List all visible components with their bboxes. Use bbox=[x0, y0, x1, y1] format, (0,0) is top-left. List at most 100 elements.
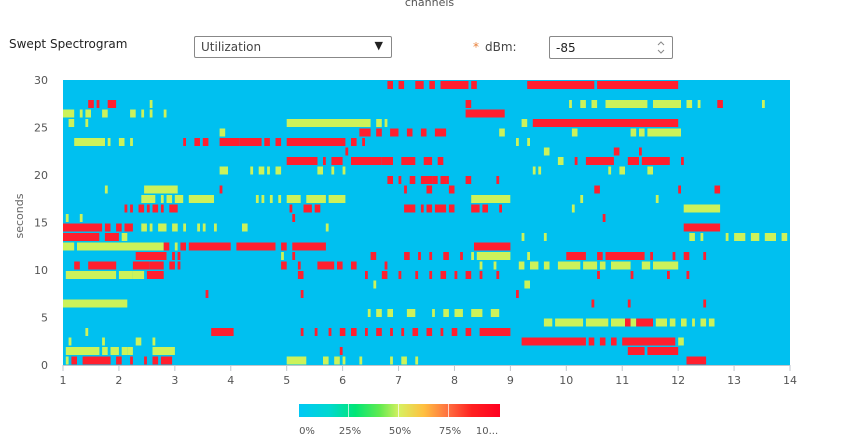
heatmap-cell bbox=[130, 109, 136, 118]
legend-tick bbox=[398, 404, 399, 417]
heatmap-cell bbox=[532, 166, 536, 175]
heatmap-cell bbox=[174, 195, 184, 203]
legend-label-25: 25% bbox=[338, 426, 362, 437]
heatmap-cell bbox=[443, 252, 449, 260]
heatmap-cell bbox=[85, 119, 89, 127]
heatmap-cell bbox=[398, 271, 402, 279]
heatmap-cell bbox=[647, 347, 679, 355]
heatmap-cell bbox=[183, 223, 186, 232]
heatmap-cell bbox=[77, 242, 164, 251]
heatmap-cell bbox=[499, 204, 502, 213]
heatmap-cell bbox=[717, 100, 723, 108]
heatmap-cell bbox=[734, 233, 746, 241]
y-tick-label: 0 bbox=[41, 359, 48, 372]
heatmap-cell bbox=[149, 223, 153, 232]
heatmap-cell bbox=[599, 337, 606, 346]
heatmap-cell bbox=[440, 204, 447, 213]
heatmap-cell bbox=[605, 100, 648, 108]
heatmap-cell bbox=[518, 261, 525, 270]
heatmap-cell bbox=[471, 81, 477, 89]
heatmap-cell bbox=[580, 195, 584, 203]
heatmap-cell bbox=[269, 195, 273, 203]
heatmap-cell bbox=[412, 328, 419, 336]
heatmap-cell bbox=[543, 233, 547, 241]
spinner-icon[interactable] bbox=[656, 38, 666, 57]
heatmap-cell bbox=[479, 271, 483, 279]
heatmap-cell bbox=[580, 100, 586, 108]
heatmap-cell bbox=[303, 204, 312, 213]
dbm-input[interactable]: -85 bbox=[549, 36, 673, 59]
heatmap-cell bbox=[351, 138, 357, 146]
heatmap-cell bbox=[130, 138, 133, 146]
heatmap-cell bbox=[398, 81, 405, 89]
heatmap-cell bbox=[328, 328, 332, 336]
heatmap-cell bbox=[292, 242, 326, 251]
heatmap-cell bbox=[278, 195, 282, 203]
heatmap-cell bbox=[516, 290, 519, 298]
heatmap-cell bbox=[672, 252, 676, 260]
heatmap-cell bbox=[655, 318, 667, 327]
heatmap-cell bbox=[398, 176, 402, 184]
mode-select[interactable]: Utilization ▼ bbox=[194, 36, 392, 58]
heatmap-cell bbox=[239, 138, 262, 146]
heatmap-cell bbox=[613, 147, 620, 156]
legend-gradient bbox=[299, 404, 500, 417]
heatmap-cell bbox=[521, 119, 528, 127]
heatmap-cell bbox=[264, 138, 270, 146]
heatmap-cell bbox=[390, 328, 393, 336]
heatmap-cell bbox=[527, 252, 530, 260]
heatmap-cell bbox=[524, 280, 530, 289]
heatmap-cell bbox=[465, 109, 505, 118]
heatmap-cell bbox=[404, 185, 407, 194]
heatmap-cell bbox=[152, 337, 156, 346]
heatmap-cell bbox=[236, 242, 276, 251]
heatmap-cell bbox=[219, 185, 223, 194]
y-tick-label: 15 bbox=[34, 217, 48, 230]
heatmap-cell bbox=[376, 128, 382, 137]
dbm-label-text: dBm: bbox=[485, 40, 517, 54]
legend-label-75: 75% bbox=[438, 426, 462, 437]
heatmap-cell bbox=[566, 252, 586, 260]
heatmap-cell bbox=[401, 356, 407, 365]
heatmap-cell bbox=[281, 242, 287, 251]
heatmap-cell bbox=[96, 100, 100, 108]
heatmap-cell bbox=[608, 166, 612, 175]
heatmap-cell bbox=[420, 176, 433, 184]
heatmap-cell bbox=[158, 223, 167, 232]
heatmap-cell bbox=[605, 252, 645, 260]
heatmap-cell bbox=[571, 204, 575, 213]
heatmap-cell bbox=[697, 100, 701, 108]
heatmap-cell bbox=[342, 356, 346, 365]
heatmap-cell bbox=[74, 261, 80, 270]
heatmap-cell bbox=[267, 166, 270, 175]
heatmap-cell bbox=[692, 318, 695, 327]
heatmap-cell bbox=[160, 356, 173, 365]
heatmap-cell bbox=[588, 337, 595, 346]
heatmap-cell bbox=[63, 223, 103, 232]
heatmap-cell bbox=[543, 318, 553, 327]
heatmap-cell bbox=[521, 337, 586, 346]
heatmap-cell bbox=[286, 157, 318, 165]
heatmap-cell bbox=[116, 223, 122, 232]
heatmap-cell bbox=[71, 356, 77, 365]
heatmap-cell bbox=[188, 195, 214, 203]
heatmap-cell bbox=[700, 233, 704, 241]
heatmap-cell bbox=[214, 223, 217, 232]
heatmap-cell bbox=[82, 356, 111, 365]
heatmap-cell bbox=[387, 309, 393, 317]
heatmap-cell bbox=[297, 261, 301, 270]
heatmap-cell bbox=[571, 128, 578, 137]
heatmap-cell bbox=[351, 157, 382, 165]
x-tick-label: 6 bbox=[339, 374, 346, 387]
heatmap-cell bbox=[465, 271, 472, 279]
heatmap-cell bbox=[149, 109, 153, 118]
x-tick-label: 10 bbox=[559, 374, 573, 387]
legend-tick bbox=[348, 404, 349, 417]
heatmap-cell bbox=[639, 147, 642, 156]
heatmap-cell bbox=[116, 356, 122, 365]
heatmap-cell bbox=[177, 252, 181, 260]
y-tick-label: 30 bbox=[34, 74, 48, 87]
heatmap-cell bbox=[387, 81, 393, 89]
heatmap-cell bbox=[63, 109, 75, 118]
